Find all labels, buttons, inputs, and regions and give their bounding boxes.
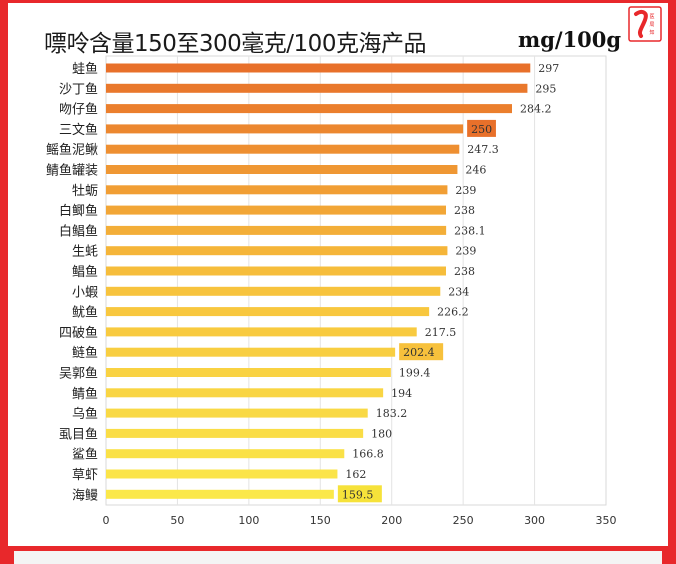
svg-text:局: 局 <box>649 22 654 28</box>
category-label: 鱿鱼 <box>72 305 98 321</box>
category-label: 白鲳鱼 <box>59 223 98 239</box>
category-label: 吻仔鱼 <box>59 102 98 118</box>
bar <box>106 307 430 317</box>
bar <box>106 449 345 459</box>
category-label: 鲭鱼罐装 <box>46 163 98 179</box>
data-label: 166.8 <box>352 448 384 461</box>
data-label: 183.2 <box>376 407 408 420</box>
category-label: 乌鱼 <box>72 406 98 422</box>
bar <box>106 63 531 73</box>
data-label: 194 <box>391 387 412 400</box>
data-label-highlight <box>399 343 444 361</box>
x-tick-label: 50 <box>170 514 184 527</box>
data-label: 238.1 <box>454 224 486 237</box>
category-label: 草虾 <box>72 468 98 483</box>
data-label: 239 <box>455 184 476 197</box>
category-label: 沙丁鱼 <box>59 81 98 97</box>
data-label: 238 <box>454 204 475 217</box>
bar <box>106 246 448 256</box>
bar <box>106 266 446 276</box>
category-label: 虱目鱼 <box>59 426 98 442</box>
data-label-highlight <box>337 485 382 503</box>
category-label: 生蚝 <box>72 245 98 260</box>
category-label: 鲨鱼 <box>72 447 98 463</box>
brand-logo-icon: 医 局 知 <box>628 6 662 42</box>
bar <box>106 428 364 438</box>
bar <box>106 165 458 174</box>
data-label: 180 <box>371 427 392 440</box>
category-label: 海鳗 <box>72 488 98 503</box>
data-label: 239 <box>455 245 476 258</box>
bar <box>106 104 512 114</box>
x-tick-label: 200 <box>381 514 402 527</box>
data-label: 217.5 <box>425 326 457 339</box>
bar <box>106 83 528 93</box>
data-label: 199.4 <box>399 367 431 380</box>
bar <box>106 408 368 418</box>
category-label: 鳐鱼泥鳅 <box>46 142 98 158</box>
data-label: 226.2 <box>437 306 469 319</box>
data-label: 234 <box>448 285 469 298</box>
data-label: 247.3 <box>467 143 499 156</box>
data-label: 238 <box>454 265 475 278</box>
bar <box>106 327 417 337</box>
x-tick-label: 300 <box>524 514 545 527</box>
data-label: 162 <box>345 468 366 481</box>
bar <box>106 489 334 499</box>
bar <box>106 185 448 195</box>
data-label: 297 <box>538 62 559 75</box>
bar <box>106 368 391 377</box>
bar <box>106 469 338 479</box>
bar <box>106 124 464 134</box>
data-label: 295 <box>535 82 556 95</box>
data-label-highlight <box>467 119 496 137</box>
data-label: 250 <box>471 123 492 136</box>
category-label: 蛙鱼 <box>72 61 98 77</box>
x-tick-label: 150 <box>310 514 331 527</box>
category-label: 小蝦 <box>72 285 98 300</box>
category-label: 吴郭鱼 <box>59 366 98 382</box>
data-label: 202.4 <box>403 346 435 359</box>
x-tick-label: 0 <box>103 514 110 527</box>
x-tick-label: 250 <box>453 514 474 527</box>
svg-text:医: 医 <box>649 14 654 20</box>
data-label: 284.2 <box>520 103 552 116</box>
bar <box>106 144 460 154</box>
category-label: 鲳鱼 <box>72 264 98 280</box>
chart-title: 嘌呤含量150至300毫克/100克海产品 <box>44 31 426 57</box>
bar <box>106 388 384 398</box>
category-label: 鲢鱼 <box>72 345 98 361</box>
bar <box>106 205 446 215</box>
bar <box>106 225 447 235</box>
unit-label: mg/100g <box>518 27 622 52</box>
category-label: 牡蛎 <box>72 183 98 199</box>
bar <box>106 286 441 296</box>
svg-text:知: 知 <box>649 29 654 36</box>
bar <box>106 347 396 357</box>
bottom-next-panel <box>14 551 662 564</box>
x-tick-label: 350 <box>596 514 617 527</box>
category-label: 白鲫鱼 <box>59 203 98 219</box>
data-label: 159.5 <box>342 488 374 501</box>
x-tick-label: 100 <box>238 514 259 527</box>
category-label: 四破鱼 <box>59 325 98 341</box>
data-label: 246 <box>465 164 486 177</box>
category-label: 鲭鱼 <box>72 386 98 402</box>
category-label: 三文鱼 <box>59 122 98 138</box>
